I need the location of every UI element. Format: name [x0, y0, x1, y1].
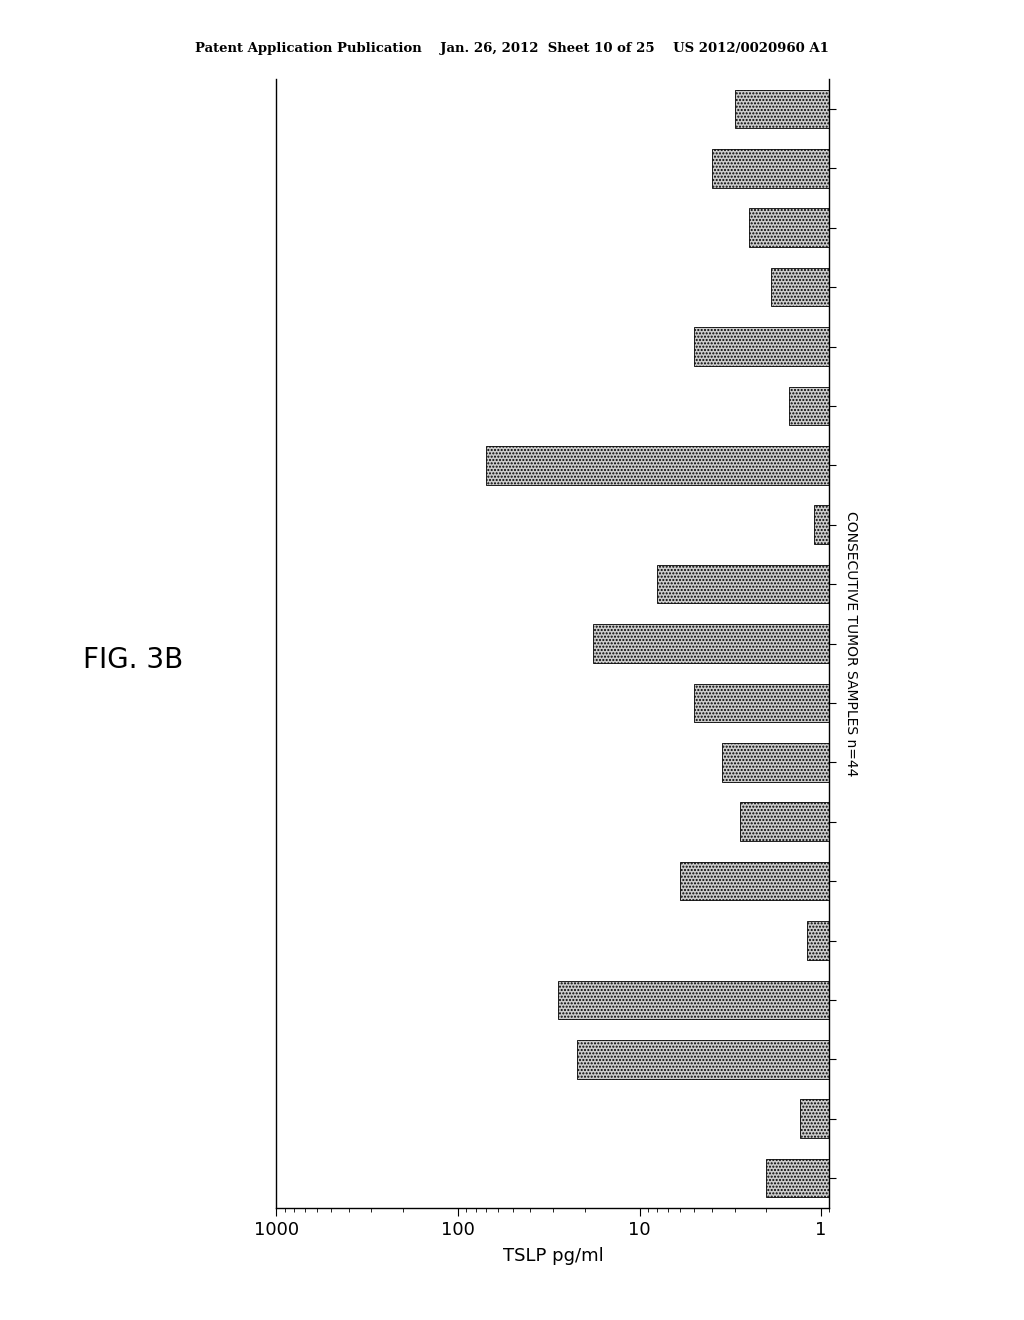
Bar — [558, 981, 1024, 1019]
Bar — [694, 327, 1024, 366]
Bar — [740, 803, 1024, 841]
Bar — [770, 268, 1024, 306]
Bar — [807, 921, 1024, 960]
Bar — [801, 1100, 1024, 1138]
Bar — [734, 90, 1024, 128]
Bar — [486, 446, 1024, 484]
Bar — [749, 209, 1024, 247]
Text: Patent Application Publication    Jan. 26, 2012  Sheet 10 of 25    US 2012/00209: Patent Application Publication Jan. 26, … — [195, 42, 829, 55]
Bar — [578, 1040, 1024, 1078]
Bar — [593, 624, 1024, 663]
Bar — [790, 387, 1024, 425]
Bar — [722, 743, 1024, 781]
Text: FIG. 3B: FIG. 3B — [83, 645, 183, 675]
Bar — [680, 862, 1024, 900]
Bar — [694, 684, 1024, 722]
Bar — [814, 506, 1024, 544]
Y-axis label: CONSECUTIVE TUMOR SAMPLES n=44: CONSECUTIVE TUMOR SAMPLES n=44 — [844, 511, 858, 776]
Bar — [712, 149, 1024, 187]
X-axis label: TSLP pg/ml: TSLP pg/ml — [503, 1247, 603, 1266]
Bar — [657, 565, 1024, 603]
Bar — [767, 1159, 1024, 1197]
